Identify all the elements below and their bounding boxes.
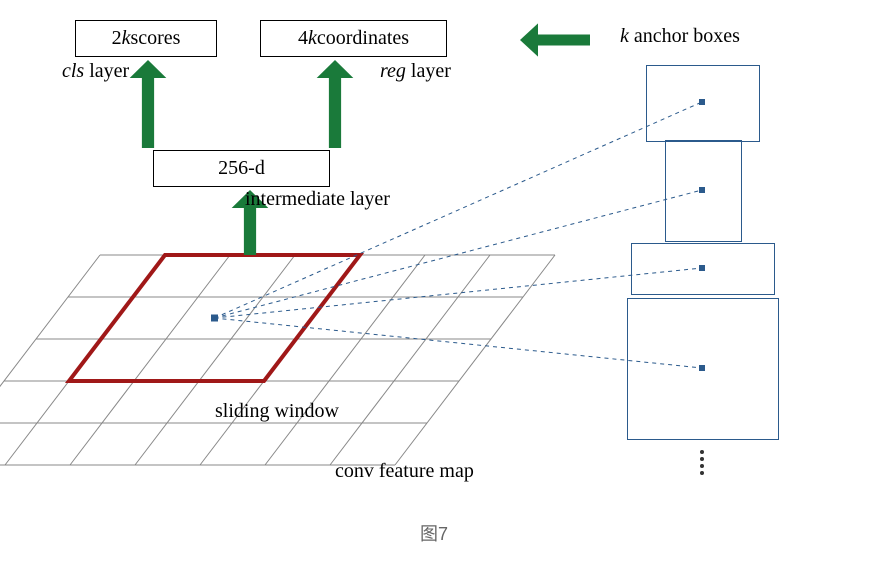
anchor-dot (699, 365, 705, 371)
arrow-shaft (244, 208, 256, 255)
arrow-shaft (142, 78, 154, 148)
featmap-label: conv feature map (335, 460, 474, 483)
arrow-shaft (329, 78, 341, 148)
anchor-dot (699, 99, 705, 105)
coords-box: 4k coordinates (260, 20, 447, 57)
arrow-head (520, 23, 538, 56)
cls-label-suffix: layer (84, 60, 129, 82)
anchor-dot (699, 265, 705, 271)
ellipsis-icon (700, 450, 704, 475)
scores-box-italic: k (122, 27, 131, 50)
cls-label: cls layer (62, 60, 129, 83)
grid-line (330, 255, 490, 465)
coords-box-suffix: coordinates (317, 27, 409, 50)
grid-line (395, 255, 555, 465)
arrow-head (317, 60, 354, 78)
arrow-head (130, 60, 167, 78)
grid-line (70, 255, 230, 465)
cls-label-italic: cls (62, 60, 84, 82)
coords-box-prefix: 4 (298, 27, 308, 50)
ellipsis-dot (700, 464, 704, 468)
scores-box-suffix: scores (130, 27, 180, 50)
grid-line (265, 255, 425, 465)
anchors-label: k anchor boxes (620, 25, 740, 48)
coords-box-italic: k (308, 27, 317, 50)
anchor-dot (699, 187, 705, 193)
reg-label: reg layer (380, 60, 451, 83)
ellipsis-dot (700, 450, 704, 454)
grid-line (135, 255, 295, 465)
anchors-label-italic: k (620, 25, 629, 47)
ellipsis-dot (700, 457, 704, 461)
ellipsis-dot (700, 471, 704, 475)
arrow-shaft (538, 34, 590, 45)
reg-label-suffix: layer (406, 60, 451, 82)
intermediate-label: intermediate layer (245, 188, 390, 211)
anchors-label-suffix: anchor boxes (629, 25, 740, 47)
reg-label-italic: reg (380, 60, 406, 82)
sliding-label: sliding window (215, 400, 339, 423)
scores-box-prefix: 2 (112, 27, 122, 50)
mid-box: 256-d (153, 150, 330, 187)
scores-box: 2k scores (75, 20, 217, 57)
mid-box-text: 256-d (218, 157, 265, 180)
figure-caption: 图7 (420, 520, 448, 546)
